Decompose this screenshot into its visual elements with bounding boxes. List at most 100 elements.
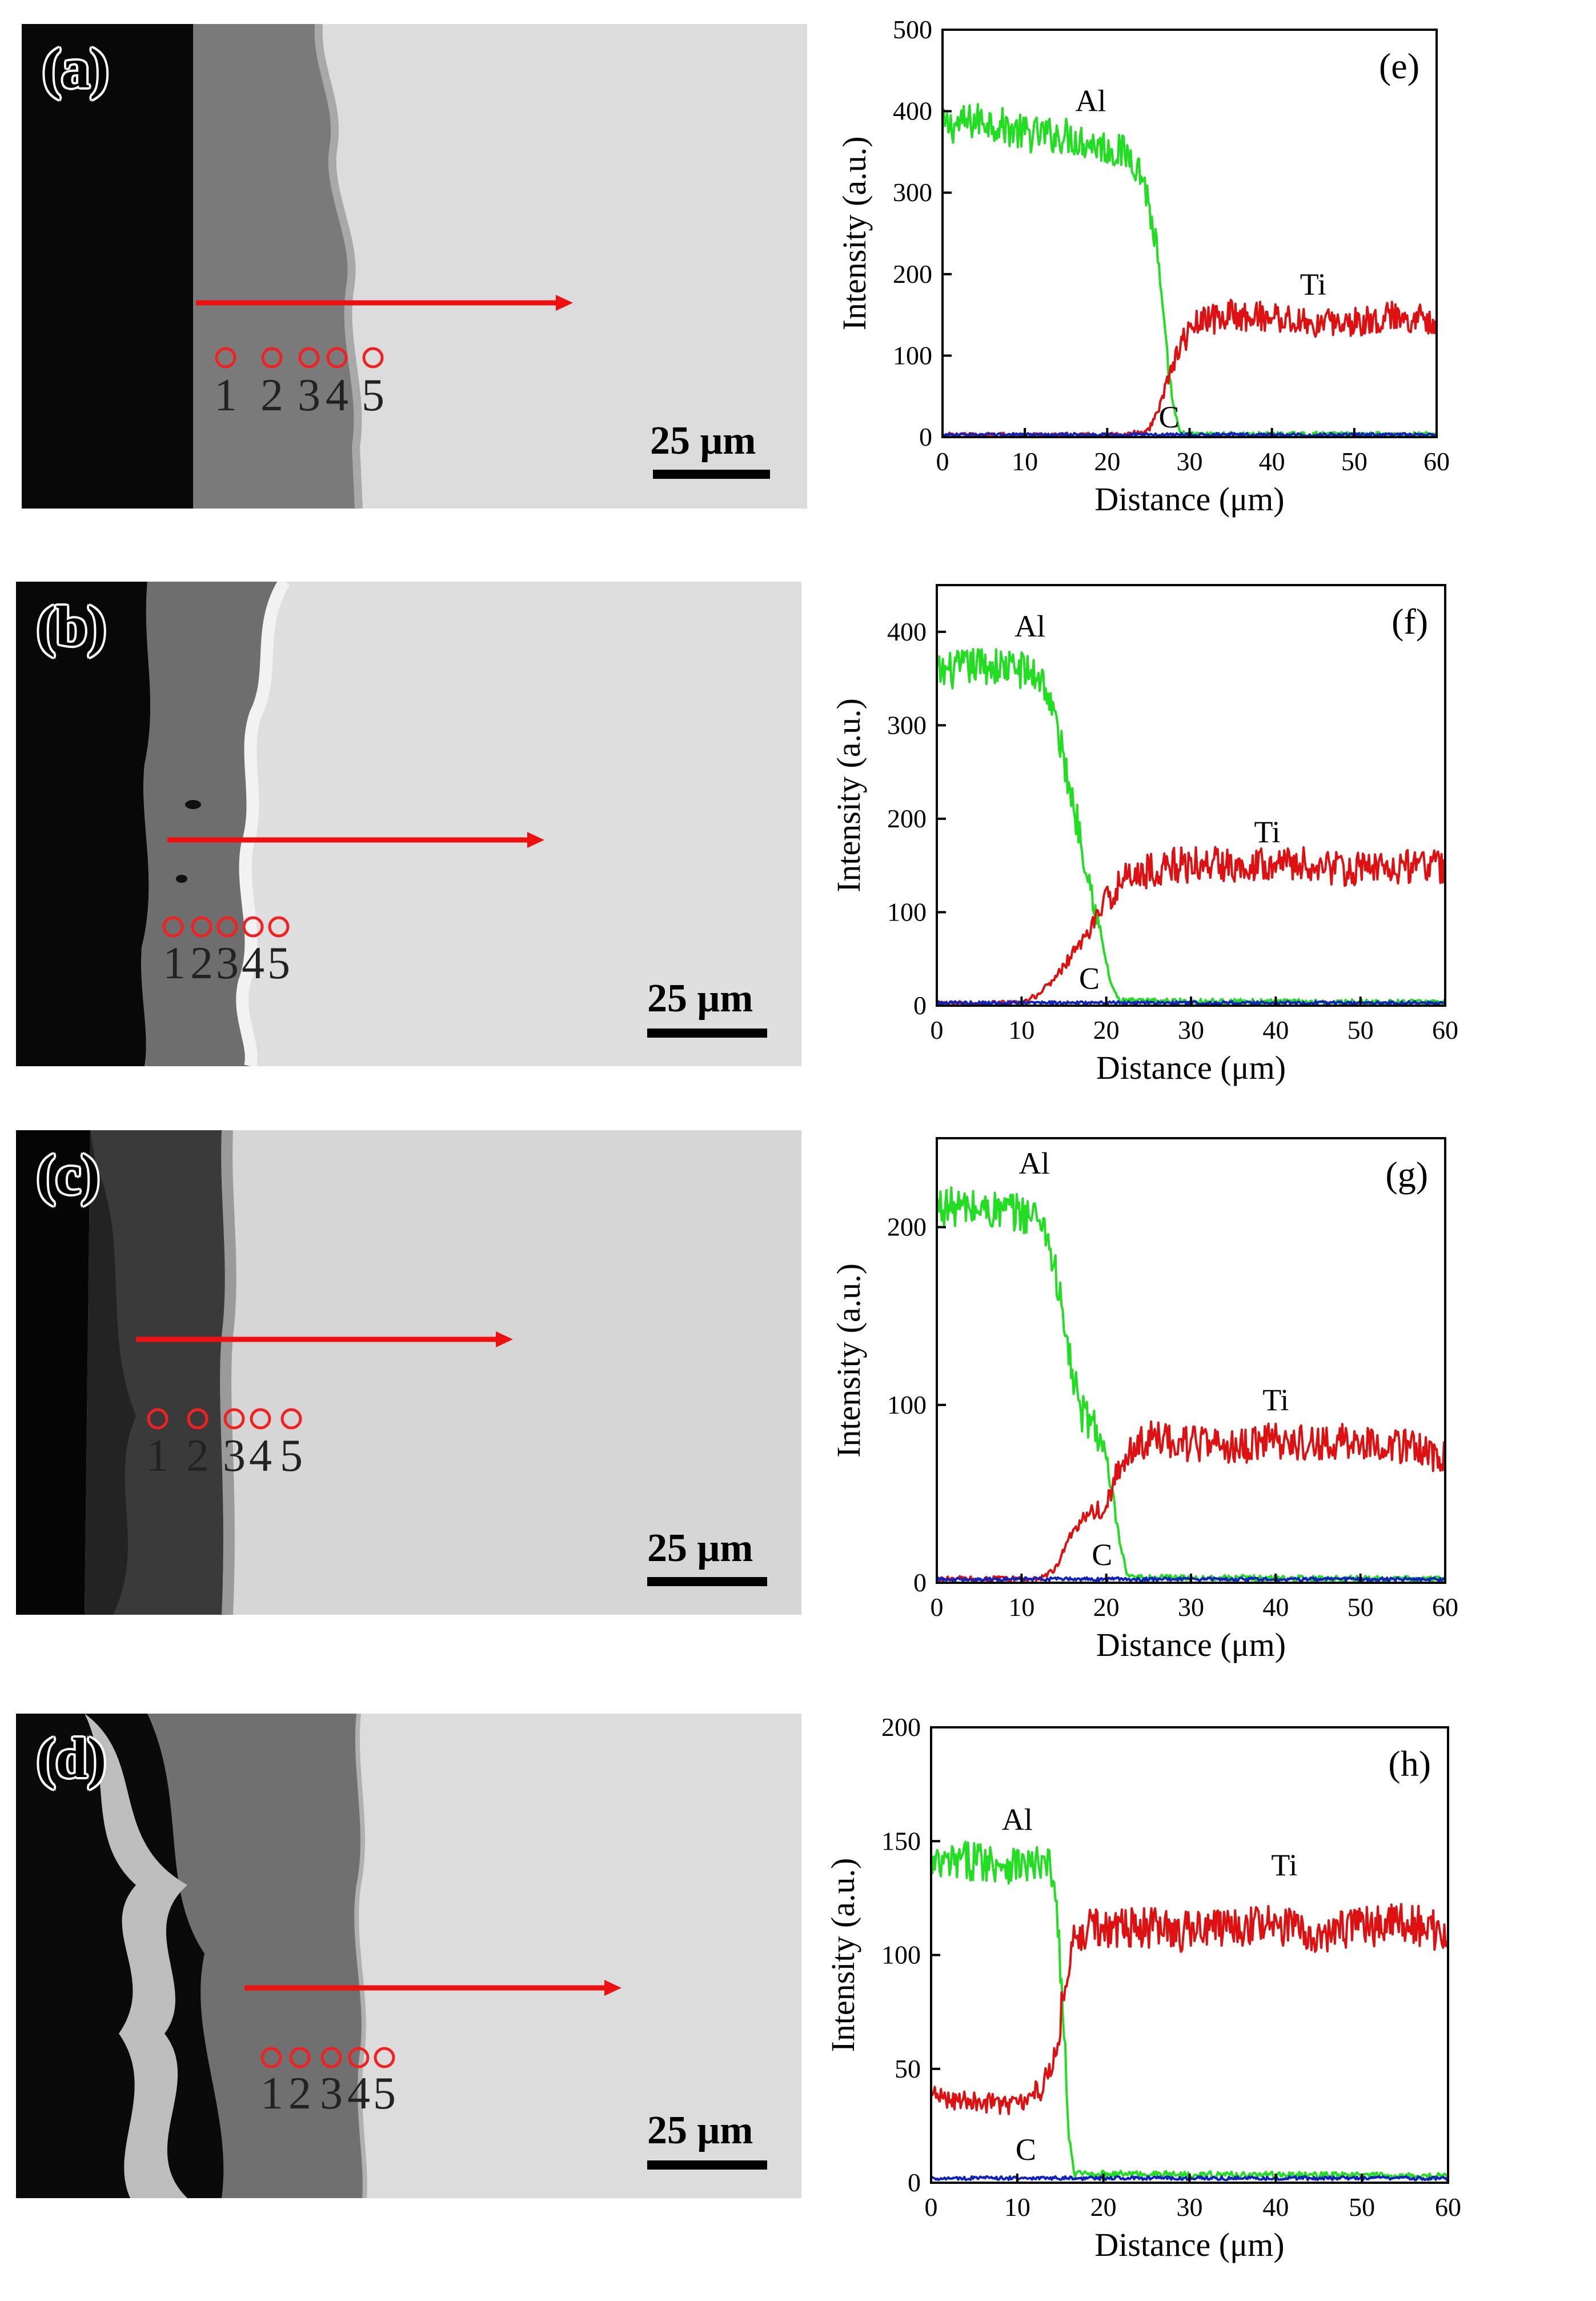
chart-f: 0 10 20 30 40 50 60 0 100 200 300 400 Distance (μm) I… — [828, 566, 1596, 1120]
x-tick-label-f: 30 — [1178, 1015, 1204, 1045]
annotation-al-h: Al — [1002, 1802, 1033, 1836]
scale-bar-a — [653, 470, 770, 479]
series-ti-g — [936, 1420, 1446, 1583]
annotation-ti-e: Ti — [1300, 267, 1326, 301]
point-number-b-5: 5 — [267, 938, 290, 989]
scale-bar-label-b: 25 μm — [647, 977, 753, 1021]
panel-label-c: (c) — [37, 1143, 100, 1206]
sem-image-c: (c) 1 2 3 4 5 25 μm — [16, 1130, 801, 1615]
annotation-al-g: Al — [1019, 1146, 1050, 1180]
x-tick-label-e: 60 — [1423, 447, 1450, 476]
y-tick-label-f: 0 — [913, 991, 927, 1020]
point-number-a-4: 4 — [326, 370, 348, 421]
y-tick-label-g: 100 — [887, 1390, 927, 1419]
series-al-f — [936, 647, 1446, 1007]
chart-e: 0 10 20 30 40 50 60 0 100 200 300 400 500 Distance (μ… — [828, 0, 1596, 560]
y-tick-label-e: 0 — [919, 422, 932, 451]
annotation-ti-f: Ti — [1254, 815, 1280, 849]
annotation-ti-h: Ti — [1271, 1848, 1297, 1882]
chart-g-svg: 0 10 20 30 40 50 60 0 100 200 Distance (μm) Intensi… — [830, 1137, 1458, 1663]
point-number-a-5: 5 — [362, 370, 384, 421]
chart-g: 0 10 20 30 40 50 60 0 100 200 Distance (μm) Intensi… — [828, 1120, 1596, 1691]
x-tick-label-e: 50 — [1341, 447, 1368, 476]
y-tick-label-f: 300 — [887, 710, 927, 739]
chart-f-svg: 0 10 20 30 40 50 60 0 100 200 300 400 Distance (μm) I… — [830, 584, 1458, 1086]
point-number-d-3: 3 — [320, 2068, 343, 2119]
panel-label-h: (h) — [1388, 1743, 1431, 1784]
annotation-ti-g: Ti — [1262, 1383, 1289, 1417]
series-ti-f — [936, 846, 1446, 1007]
x-axis-label-e: Distance (μm) — [1094, 481, 1284, 518]
scale-bar-label-c: 25 μm — [647, 1526, 753, 1570]
sem-image-d: (d) 1 2 3 4 5 25 μm — [16, 1714, 801, 2198]
point-number-d-4: 4 — [347, 2068, 370, 2119]
scale-bar-b — [647, 1029, 767, 1038]
x-tick-label-h: 10 — [1004, 2192, 1030, 2222]
x-tick-label-f: 10 — [1008, 1015, 1034, 1045]
sem-micrograph-a — [22, 24, 807, 509]
y-axis-label-f: Intensity (a.u.) — [830, 698, 867, 893]
x-tick-label-f: 50 — [1348, 1015, 1374, 1045]
point-number-b-1: 1 — [163, 938, 186, 989]
panel-label-g: (g) — [1385, 1154, 1428, 1195]
x-tick-label-f: 0 — [931, 1015, 944, 1045]
point-number-c-3: 3 — [223, 1431, 246, 1481]
y-tick-label-h: 0 — [908, 2168, 921, 2197]
x-tick-label-f: 60 — [1432, 1015, 1458, 1045]
y-tick-label-g: 200 — [887, 1212, 927, 1242]
x-tick-label-g: 30 — [1178, 1592, 1204, 1622]
point-number-b-4: 4 — [242, 938, 264, 989]
scale-bar-label-a: 25 μm — [650, 419, 756, 463]
point-number-b-2: 2 — [190, 938, 213, 989]
panel-label-b: (b) — [37, 594, 107, 658]
panel-label-a: (a) — [42, 37, 109, 100]
y-tick-label-e: 300 — [893, 178, 932, 207]
sem-image-a: (a) 1 2 3 4 5 25 μm — [22, 24, 807, 509]
point-number-a-1: 1 — [214, 370, 237, 421]
y-tick-label-h: 100 — [881, 1940, 921, 1970]
y-tick-label-e: 200 — [893, 259, 932, 289]
x-axis-label-h: Distance (μm) — [1094, 2226, 1284, 2263]
annotation-c-f: C — [1079, 962, 1100, 996]
x-tick-label-e: 30 — [1177, 447, 1203, 476]
point-number-c-1: 1 — [146, 1431, 169, 1481]
y-tick-label-e: 400 — [893, 97, 932, 126]
x-tick-label-g: 50 — [1348, 1592, 1374, 1622]
x-tick-label-h: 30 — [1177, 2192, 1203, 2222]
y-axis-label-h: Intensity (a.u.) — [824, 1858, 861, 2052]
point-number-c-2: 2 — [186, 1431, 209, 1481]
x-tick-label-f: 40 — [1262, 1015, 1289, 1045]
point-number-c-4: 4 — [249, 1431, 272, 1481]
x-tick-label-h: 20 — [1090, 2192, 1117, 2222]
y-tick-label-f: 400 — [887, 617, 927, 646]
y-tick-label-f: 200 — [887, 804, 927, 833]
panel-label-e: (e) — [1379, 46, 1419, 86]
annotation-c-e: C — [1158, 400, 1179, 434]
panel-label-f: (f) — [1392, 601, 1428, 642]
x-tick-label-h: 40 — [1262, 2192, 1289, 2222]
y-tick-label-e: 100 — [893, 341, 932, 370]
series-al-h — [930, 1840, 1449, 2180]
y-tick-label-h: 200 — [881, 1712, 921, 1742]
x-tick-label-g: 10 — [1008, 1592, 1034, 1622]
annotation-al-f: Al — [1014, 609, 1045, 643]
sem-micrograph-c — [16, 1130, 801, 1615]
x-tick-label-g: 60 — [1432, 1592, 1458, 1622]
panel-label-d: (d) — [37, 1726, 107, 1790]
x-tick-label-e: 0 — [936, 447, 949, 476]
x-tick-label-e: 40 — [1259, 447, 1285, 476]
scale-bar-label-d: 25 μm — [647, 2108, 753, 2152]
point-number-a-2: 2 — [260, 370, 283, 421]
y-tick-label-e: 500 — [893, 15, 932, 44]
point-number-b-3: 3 — [216, 938, 239, 989]
plot-frame-f — [936, 584, 1446, 1007]
scale-bar-c — [647, 1577, 767, 1586]
y-axis-label-e: Intensity (a.u.) — [836, 137, 873, 331]
y-axis-label-g: Intensity (a.u.) — [830, 1263, 867, 1458]
x-tick-label-e: 10 — [1012, 447, 1038, 476]
sem-micrograph-d — [16, 1714, 801, 2198]
point-number-c-5: 5 — [280, 1431, 303, 1481]
annotation-al-e: Al — [1076, 84, 1106, 118]
x-tick-label-g: 20 — [1093, 1592, 1120, 1622]
y-tick-label-h: 150 — [881, 1826, 921, 1855]
